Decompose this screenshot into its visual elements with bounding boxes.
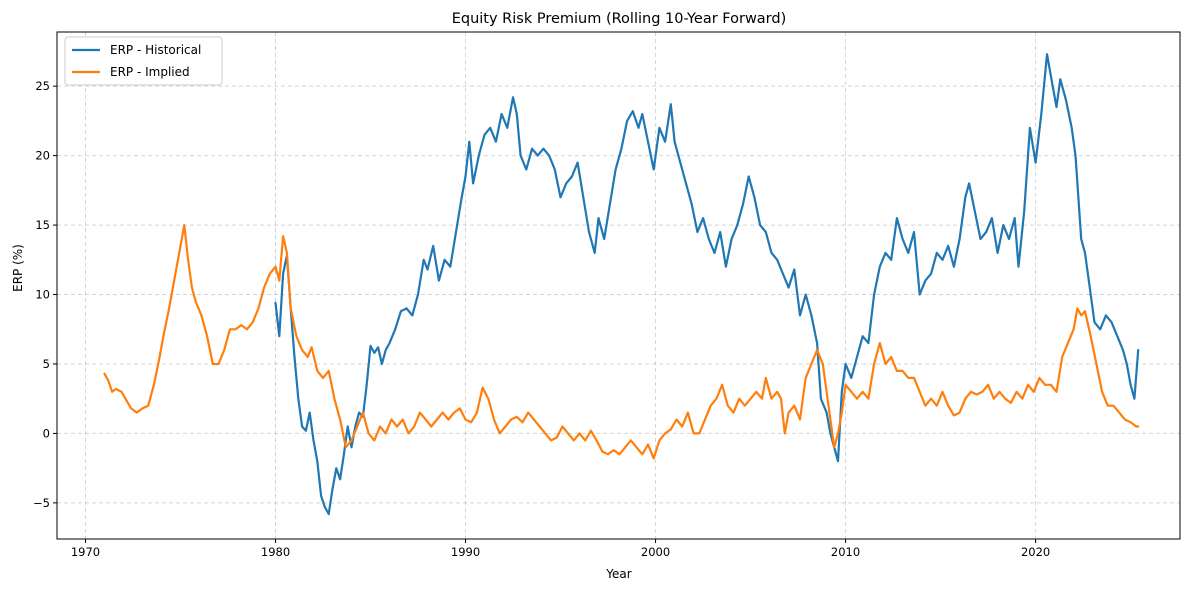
series-layer (103, 53, 1140, 516)
x-tick-label-1980: 1980 (261, 545, 290, 559)
legend-label-implied: ERP - Implied (110, 65, 190, 79)
y-tick-label-5: 5 (43, 357, 50, 371)
x-axis-label: Year (605, 567, 631, 581)
x-tick-label-1990: 1990 (451, 545, 480, 559)
legend: ERP - Historical ERP - Implied (64, 36, 223, 86)
y-tick-label-10: 10 (35, 288, 50, 302)
y-axis-label: ERP (%) (11, 244, 25, 292)
x-tick-label-1970: 1970 (71, 545, 100, 559)
chart-title: Equity Risk Premium (Rolling 10-Year For… (452, 11, 787, 27)
axis-ticks: 1970 1980 1990 2000 2010 2020 −5 0 5 10 15 20 25 (33, 79, 1050, 559)
x-tick-label-2000: 2000 (641, 545, 670, 559)
grid-lines (57, 32, 1180, 539)
legend-box (64, 36, 223, 86)
plot-frame (56, 31, 1181, 540)
x-tick-label-2020: 2020 (1021, 545, 1050, 559)
series-line-historical (274, 53, 1140, 516)
y-tick-label-20: 20 (35, 149, 50, 163)
y-tick-label-15: 15 (35, 218, 50, 232)
x-tick-label-2010: 2010 (831, 545, 860, 559)
series-line-implied (103, 224, 1140, 460)
y-tick-label-0: 0 (43, 426, 50, 440)
y-tick-label-25: 25 (35, 79, 50, 93)
y-tick-label--5: −5 (33, 496, 50, 510)
legend-label-historical: ERP - Historical (110, 43, 201, 57)
